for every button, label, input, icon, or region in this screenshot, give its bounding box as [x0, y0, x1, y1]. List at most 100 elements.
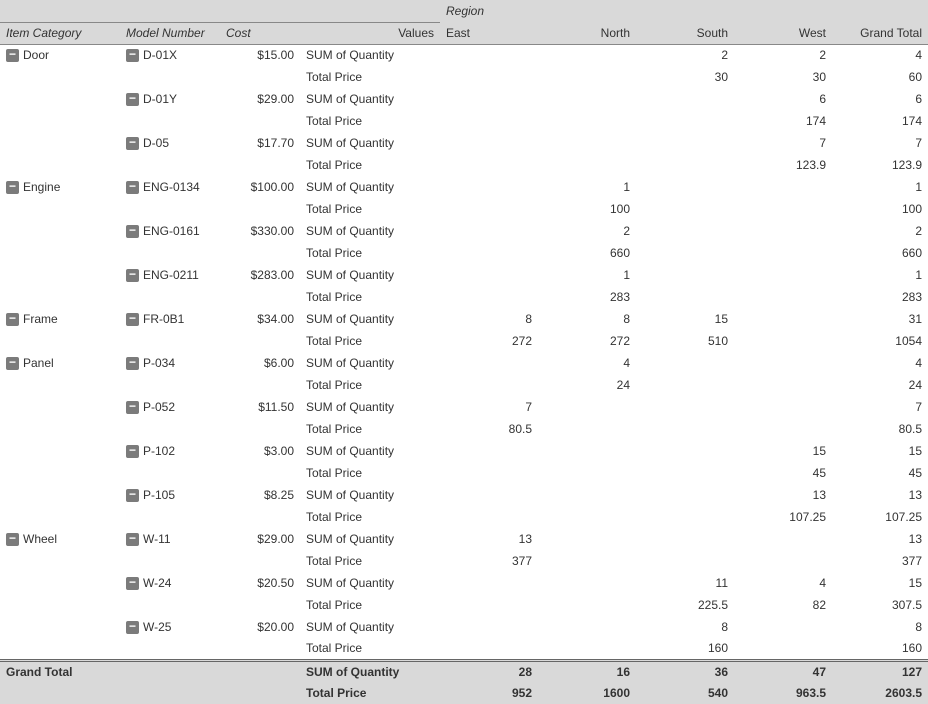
cell-west: [734, 176, 832, 198]
model-cell[interactable]: −W-11: [120, 528, 220, 550]
cell-west: 6: [734, 88, 832, 110]
values-label: SUM of Quantity: [300, 396, 440, 418]
table-row: Total Price660660: [0, 242, 928, 264]
model-cell[interactable]: −ENG-0211: [120, 264, 220, 286]
collapse-model-icon[interactable]: −: [126, 181, 139, 194]
cell-east: [440, 88, 538, 110]
collapse-model-icon[interactable]: −: [126, 533, 139, 546]
model-cell[interactable]: −FR-0B1: [120, 308, 220, 330]
header-region-west[interactable]: West: [734, 22, 832, 44]
cell-east: [440, 132, 538, 154]
cell-west: [734, 242, 832, 264]
collapse-model-icon[interactable]: −: [126, 93, 139, 106]
collapse-model-icon[interactable]: −: [126, 357, 139, 370]
collapse-category-icon[interactable]: −: [6, 533, 19, 546]
collapse-model-icon[interactable]: −: [126, 313, 139, 326]
cell-east: [440, 110, 538, 132]
cell-north: [538, 462, 636, 484]
values-label: Total Price: [300, 286, 440, 308]
header-values[interactable]: Values: [300, 22, 440, 44]
collapse-model-icon[interactable]: −: [126, 225, 139, 238]
category-cell[interactable]: −Engine: [0, 176, 120, 198]
collapse-model-icon[interactable]: −: [126, 489, 139, 502]
cell-south: [636, 374, 734, 396]
cell-gt: 174: [832, 110, 928, 132]
model-cell[interactable]: −ENG-0161: [120, 220, 220, 242]
model-cell[interactable]: −ENG-0134: [120, 176, 220, 198]
model-cell[interactable]: −W-25: [120, 616, 220, 638]
header-model-number[interactable]: Model Number: [120, 22, 220, 44]
header-cost[interactable]: Cost: [220, 22, 300, 44]
cell-west: 123.9: [734, 154, 832, 176]
cell-south: [636, 176, 734, 198]
grand-total-north-qty: 16: [538, 660, 636, 682]
cost-cell: $283.00: [220, 264, 300, 286]
cell-north: [538, 550, 636, 572]
collapse-model-icon[interactable]: −: [126, 621, 139, 634]
table-row: −ENG-0161$330.00SUM of Quantity22: [0, 220, 928, 242]
values-label: Total Price: [300, 594, 440, 616]
cell-east: 80.5: [440, 418, 538, 440]
cell-east: 377: [440, 550, 538, 572]
collapse-category-icon[interactable]: −: [6, 49, 19, 62]
cell-east: [440, 286, 538, 308]
header-grand-total[interactable]: Grand Total: [832, 22, 928, 44]
category-cell[interactable]: −Wheel: [0, 528, 120, 550]
pivot-body: −Door−D-01X$15.00SUM of Quantity224Total…: [0, 44, 928, 660]
collapse-model-icon[interactable]: −: [126, 137, 139, 150]
cell-south: [636, 132, 734, 154]
header-region-south[interactable]: South: [636, 22, 734, 44]
header-item-category[interactable]: Item Category: [0, 22, 120, 44]
category-cell[interactable]: −Panel: [0, 352, 120, 374]
cell-west: [734, 220, 832, 242]
cell-west: [734, 418, 832, 440]
header-region-east[interactable]: East: [440, 22, 538, 44]
collapse-model-icon[interactable]: −: [126, 269, 139, 282]
cell-north: [538, 396, 636, 418]
cell-north: [538, 66, 636, 88]
values-label: SUM of Quantity: [300, 616, 440, 638]
cell-gt: 31: [832, 308, 928, 330]
table-row: Total Price123.9123.9: [0, 154, 928, 176]
cell-south: [636, 88, 734, 110]
category-cell[interactable]: −Frame: [0, 308, 120, 330]
model-cell[interactable]: −P-102: [120, 440, 220, 462]
region-label: Region: [440, 0, 928, 22]
category-cell[interactable]: −Door: [0, 44, 120, 66]
cell-south: [636, 440, 734, 462]
cell-north: [538, 638, 636, 660]
collapse-model-icon[interactable]: −: [126, 401, 139, 414]
model-cell[interactable]: −P-105: [120, 484, 220, 506]
cost-cell: $6.00: [220, 352, 300, 374]
collapse-model-icon[interactable]: −: [126, 445, 139, 458]
collapse-category-icon[interactable]: −: [6, 181, 19, 194]
cell-gt: 6: [832, 88, 928, 110]
model-cell[interactable]: −P-052: [120, 396, 220, 418]
header-region-north[interactable]: North: [538, 22, 636, 44]
cell-south: [636, 550, 734, 572]
table-row: Total Price377377: [0, 550, 928, 572]
collapse-category-icon[interactable]: −: [6, 313, 19, 326]
cell-east: [440, 352, 538, 374]
model-cell[interactable]: −W-24: [120, 572, 220, 594]
cell-north: 1: [538, 264, 636, 286]
model-label: D-01Y: [143, 92, 177, 106]
cell-west: [734, 550, 832, 572]
cell-south: 2: [636, 44, 734, 66]
model-cell[interactable]: −P-034: [120, 352, 220, 374]
pivot-table: Region Item Category Model Number Cost V…: [0, 0, 928, 704]
model-cell[interactable]: −D-05: [120, 132, 220, 154]
grand-total-east-price: 952: [440, 682, 538, 704]
collapse-model-icon[interactable]: −: [126, 49, 139, 62]
cell-south: 510: [636, 330, 734, 352]
cell-east: [440, 154, 538, 176]
collapse-category-icon[interactable]: −: [6, 357, 19, 370]
collapse-model-icon[interactable]: −: [126, 577, 139, 590]
cell-east: [440, 44, 538, 66]
table-row: Total Price2722725101054: [0, 330, 928, 352]
model-cell[interactable]: −D-01X: [120, 44, 220, 66]
model-cell[interactable]: −D-01Y: [120, 88, 220, 110]
table-row: −Engine−ENG-0134$100.00SUM of Quantity11: [0, 176, 928, 198]
cell-north: [538, 616, 636, 638]
cell-west: 107.25: [734, 506, 832, 528]
